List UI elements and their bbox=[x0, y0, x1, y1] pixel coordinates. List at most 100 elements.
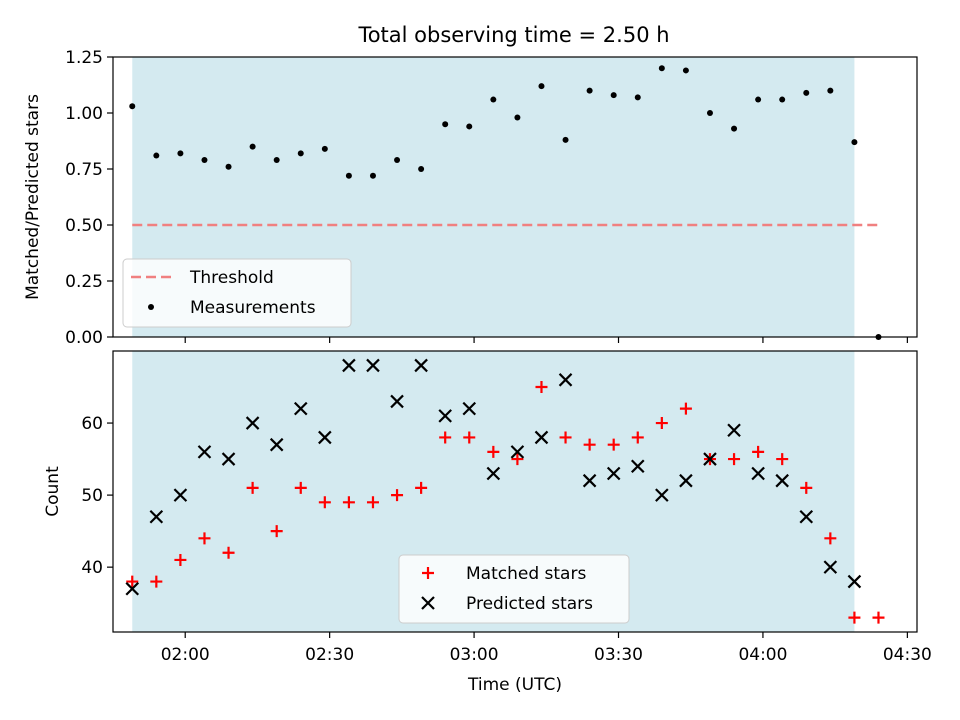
measurement-point bbox=[731, 125, 738, 132]
predicted-star-point bbox=[197, 445, 212, 459]
matched-star-point bbox=[463, 431, 476, 444]
matched-star-point bbox=[800, 481, 813, 494]
predicted-star-point bbox=[606, 466, 621, 481]
measurement-point bbox=[418, 166, 425, 172]
bottom-legend: Matched stars Predicted stars bbox=[398, 554, 630, 624]
measurement-point bbox=[779, 96, 786, 103]
legend-predicted-label: Predicted stars bbox=[466, 594, 593, 614]
predicted-star-point bbox=[173, 488, 188, 502]
predicted-star-point bbox=[534, 430, 549, 445]
matched-star-point bbox=[222, 546, 235, 559]
matched-star-point bbox=[415, 481, 428, 494]
predicted-star-point bbox=[293, 401, 308, 416]
measurement-point bbox=[538, 83, 545, 90]
predicted-star-point bbox=[558, 373, 573, 387]
measurement-point bbox=[514, 114, 521, 121]
matched-star-point bbox=[487, 445, 500, 458]
matched-star-point bbox=[631, 431, 644, 444]
y-tick-label: 50 bbox=[81, 486, 103, 506]
matched-star-point bbox=[342, 496, 355, 509]
top-panel: 0.00 0.25 0.50 0.75 1.00 1.25 Matched/Predicte… bbox=[23, 48, 918, 348]
matched-star-point bbox=[848, 611, 861, 624]
matched-star-point bbox=[366, 496, 379, 509]
matched-star-point bbox=[728, 453, 741, 466]
legend-predicted-swatch bbox=[421, 596, 435, 610]
matched-star-point bbox=[824, 532, 837, 545]
y-tick-label: 1.25 bbox=[65, 48, 103, 68]
matched-star-point bbox=[294, 481, 307, 494]
matched-star-point bbox=[150, 575, 163, 588]
predicted-star-point bbox=[510, 445, 525, 459]
predicted-star-point bbox=[414, 358, 428, 373]
measurement-point bbox=[466, 123, 473, 130]
predicted-star-point bbox=[269, 437, 284, 452]
measurement-point bbox=[129, 103, 136, 110]
matched-star-point bbox=[607, 438, 620, 451]
legend-threshold-label: Threshold bbox=[189, 268, 274, 288]
predicted-star-point bbox=[582, 473, 597, 488]
y-tick-label: 60 bbox=[81, 414, 103, 434]
predicted-star-point bbox=[366, 358, 380, 373]
y-axis-label: Matched/Predicted stars bbox=[23, 94, 43, 300]
legend-measurement-label: Measurements bbox=[190, 298, 316, 318]
matched-star-point bbox=[679, 402, 692, 415]
top-plot-frame bbox=[112, 56, 918, 338]
matched-star-point bbox=[655, 417, 668, 430]
legend-measurement-swatch bbox=[148, 304, 154, 310]
predicted-star-point bbox=[342, 358, 356, 373]
x-tick-label: 04:30 bbox=[883, 645, 932, 665]
y-tick-label: 0.75 bbox=[65, 160, 103, 180]
matched-star-point bbox=[752, 445, 765, 458]
predicted-star-point bbox=[679, 473, 693, 488]
predicted-star-point bbox=[630, 459, 645, 474]
predicted-star-point bbox=[703, 452, 717, 466]
measurement-point bbox=[201, 157, 208, 164]
legend-matched-swatch bbox=[422, 567, 434, 579]
measurement-point bbox=[442, 121, 449, 128]
matched-star-point bbox=[583, 438, 596, 451]
legend-box bbox=[122, 258, 352, 328]
x-tick-label: 03:00 bbox=[450, 645, 499, 665]
measurement-point bbox=[177, 150, 184, 157]
measurement-point bbox=[153, 152, 160, 159]
matched-star-point bbox=[776, 453, 789, 466]
predicted-star-point bbox=[823, 560, 838, 574]
predicted-star-point bbox=[775, 473, 789, 488]
matched-star-point bbox=[318, 496, 331, 509]
y-tick-label: 0.00 bbox=[65, 328, 103, 348]
x-tick-label: 04:00 bbox=[738, 645, 787, 665]
measurement-point bbox=[321, 145, 328, 152]
matched-star-point bbox=[559, 431, 572, 444]
measurement-point bbox=[490, 96, 497, 103]
y-tick-label: 1.00 bbox=[65, 104, 103, 124]
matched-star-point bbox=[126, 575, 139, 588]
bottom-panel: 40 50 60 02:00 02:30 03:00 03:30 04:00 04:30 Coun… bbox=[43, 350, 932, 695]
predicted-star-point bbox=[245, 416, 260, 430]
matched-star-point bbox=[439, 431, 452, 444]
measurement-point bbox=[345, 172, 352, 179]
predicted-star-point bbox=[462, 401, 477, 416]
y-axis-label: Count bbox=[43, 466, 63, 517]
measurement-point bbox=[249, 143, 256, 150]
chart-title: Total observing time = 2.50 h bbox=[357, 23, 669, 47]
predicted-star-point bbox=[221, 452, 236, 466]
measurement-point bbox=[369, 172, 376, 179]
matched-star-point bbox=[270, 525, 283, 538]
measurement-point bbox=[610, 92, 617, 99]
predicted-star-point bbox=[318, 430, 332, 445]
x-tick-label: 02:30 bbox=[305, 645, 354, 665]
matched-star-point bbox=[198, 532, 211, 545]
x-axis-label: Time (UTC) bbox=[467, 675, 562, 695]
predicted-star-point bbox=[727, 423, 741, 438]
predicted-star-point bbox=[390, 394, 404, 409]
predicted-star-point bbox=[149, 509, 164, 524]
measurement-point bbox=[586, 87, 593, 94]
measurement-point bbox=[634, 94, 641, 101]
measurement-point bbox=[682, 67, 689, 74]
predicted-star-point bbox=[751, 466, 765, 481]
top-legend: Threshold Measurements bbox=[122, 258, 352, 328]
x-tick-label: 03:30 bbox=[594, 645, 643, 665]
matched-star-point bbox=[872, 611, 885, 624]
measurement-point bbox=[827, 87, 834, 94]
